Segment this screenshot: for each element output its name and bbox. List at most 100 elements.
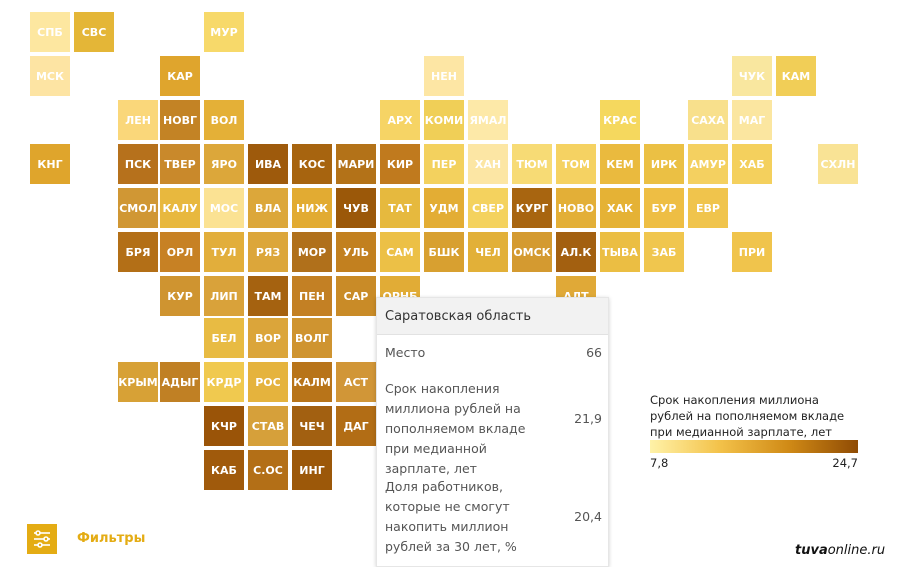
region-tile[interactable]: ВОР <box>248 318 288 358</box>
region-tile[interactable]: ЛЕН <box>118 100 158 140</box>
region-tile[interactable]: ДАГ <box>336 406 376 446</box>
region-tile[interactable]: КЕМ <box>600 144 640 184</box>
region-tile[interactable]: ПСК <box>118 144 158 184</box>
region-tile[interactable]: КОМИ <box>424 100 464 140</box>
region-tile[interactable]: КРЫМ <box>118 362 158 402</box>
region-tile[interactable]: КАЛУ <box>160 188 200 228</box>
region-tile[interactable]: ЗАБ <box>644 232 684 272</box>
region-tile[interactable]: ПЕН <box>292 276 332 316</box>
region-tile[interactable]: МУР <box>204 12 244 52</box>
region-tile[interactable]: ТЫВА <box>600 232 640 272</box>
region-tile[interactable]: ВЛА <box>248 188 288 228</box>
region-tile[interactable]: С.ОС <box>248 450 288 490</box>
region-tile[interactable]: САМ <box>380 232 420 272</box>
region-tile[interactable]: ЧУВ <box>336 188 376 228</box>
tooltip-label: Место <box>385 345 426 360</box>
region-tile[interactable]: ЕВР <box>688 188 728 228</box>
region-tile[interactable]: ОРЛ <box>160 232 200 272</box>
region-tile[interactable]: КАМ <box>776 56 816 96</box>
tooltip-value: 20,4 <box>574 509 602 524</box>
region-tile[interactable]: КЧР <box>204 406 244 446</box>
tooltip-row-rank: Место 66 <box>385 343 602 363</box>
region-tile[interactable]: БЕЛ <box>204 318 244 358</box>
region-tile[interactable]: ОМСК <box>512 232 552 272</box>
region-tile[interactable]: МОР <box>292 232 332 272</box>
region-tile[interactable]: АДЫГ <box>160 362 200 402</box>
region-tile[interactable]: ВОЛ <box>204 100 244 140</box>
filters-button[interactable]: Фильтры <box>77 531 146 546</box>
region-tile[interactable]: УЛЬ <box>336 232 376 272</box>
region-tile[interactable]: РОС <box>248 362 288 402</box>
region-tile[interactable]: ПЕР <box>424 144 464 184</box>
region-tile[interactable]: АСТ <box>336 362 376 402</box>
region-tile[interactable]: МАРИ <box>336 144 376 184</box>
region-tile[interactable]: СВС <box>74 12 114 52</box>
region-tile[interactable]: СВЕР <box>468 188 508 228</box>
region-tile[interactable]: КУР <box>160 276 200 316</box>
region-tile[interactable]: МАГ <box>732 100 772 140</box>
region-tile[interactable]: САР <box>336 276 376 316</box>
color-legend: Срок накопления миллиона рублей на попол… <box>650 392 862 470</box>
region-tile[interactable]: ТУЛ <box>204 232 244 272</box>
tooltip-row-years: Срок накопления миллиона рублей на попол… <box>385 379 602 476</box>
region-tile[interactable]: АРХ <box>380 100 420 140</box>
region-tile[interactable]: БШК <box>424 232 464 272</box>
region-tile[interactable]: НЕН <box>424 56 464 96</box>
region-tile[interactable]: НОВГ <box>160 100 200 140</box>
region-tile[interactable]: СХЛН <box>818 144 858 184</box>
region-tile[interactable]: НИЖ <box>292 188 332 228</box>
region-tile[interactable]: КНГ <box>30 144 70 184</box>
region-tile[interactable]: КРАС <box>600 100 640 140</box>
tooltip-value: 21,9 <box>574 411 602 426</box>
region-tile[interactable]: ЛИП <box>204 276 244 316</box>
region-tile[interactable]: ЧУК <box>732 56 772 96</box>
region-tile[interactable]: КИР <box>380 144 420 184</box>
region-tile[interactable]: ХАБ <box>732 144 772 184</box>
region-tile[interactable]: ПРИ <box>732 232 772 272</box>
region-tile[interactable]: БУР <box>644 188 684 228</box>
region-tile[interactable]: КАБ <box>204 450 244 490</box>
source-credit: tuvaonline.ru <box>795 543 885 558</box>
legend-min: 7,8 <box>650 456 669 470</box>
region-tile[interactable]: РЯЗ <box>248 232 288 272</box>
region-tile[interactable]: ВОЛГ <box>292 318 332 358</box>
region-tile[interactable]: ИВА <box>248 144 288 184</box>
region-tile[interactable]: КАР <box>160 56 200 96</box>
credit-rest: online.ru <box>827 543 886 558</box>
filter-sliders-icon[interactable] <box>27 524 57 554</box>
region-tile[interactable]: ТАТ <box>380 188 420 228</box>
region-tile[interactable]: ЯМАЛ <box>468 100 508 140</box>
region-tile[interactable]: БРЯ <box>118 232 158 272</box>
region-tile[interactable]: СТАВ <box>248 406 288 446</box>
legend-gradient-bar <box>650 440 858 453</box>
region-tile[interactable]: КУРГ <box>512 188 552 228</box>
region-tile[interactable]: СПБ <box>30 12 70 52</box>
region-tile[interactable]: ТВЕР <box>160 144 200 184</box>
region-tile[interactable]: АМУР <box>688 144 728 184</box>
region-tile[interactable]: НОВО <box>556 188 596 228</box>
region-tile[interactable]: ТЮМ <box>512 144 552 184</box>
region-tile[interactable]: УДМ <box>424 188 464 228</box>
region-tile[interactable]: СМОЛ <box>118 188 158 228</box>
tooltip-title: Саратовская область <box>377 298 608 335</box>
region-tile[interactable]: САХА <box>688 100 728 140</box>
region-tile[interactable]: ТОМ <box>556 144 596 184</box>
region-tile[interactable]: ИРК <box>644 144 684 184</box>
region-tile[interactable]: МСК <box>30 56 70 96</box>
region-tile[interactable]: КРДР <box>204 362 244 402</box>
region-tile[interactable]: ЧЕЧ <box>292 406 332 446</box>
tooltip-value: 66 <box>586 345 602 360</box>
region-tile[interactable]: ХАН <box>468 144 508 184</box>
region-tile[interactable]: АЛ.К <box>556 232 596 272</box>
region-tile[interactable]: ХАК <box>600 188 640 228</box>
region-tile[interactable]: ТАМ <box>248 276 288 316</box>
region-tile[interactable]: КАЛМ <box>292 362 332 402</box>
region-tile[interactable]: ИНГ <box>292 450 332 490</box>
region-tile[interactable]: КОС <box>292 144 332 184</box>
tooltip-row-share: Доля работников, которые не смогут накоп… <box>385 477 602 557</box>
legend-max: 24,7 <box>832 456 858 470</box>
region-tile[interactable]: МОС <box>204 188 244 228</box>
tooltip-label: Доля работников, которые не смогут накоп… <box>385 479 517 554</box>
region-tile[interactable]: ЯРО <box>204 144 244 184</box>
region-tile[interactable]: ЧЕЛ <box>468 232 508 272</box>
